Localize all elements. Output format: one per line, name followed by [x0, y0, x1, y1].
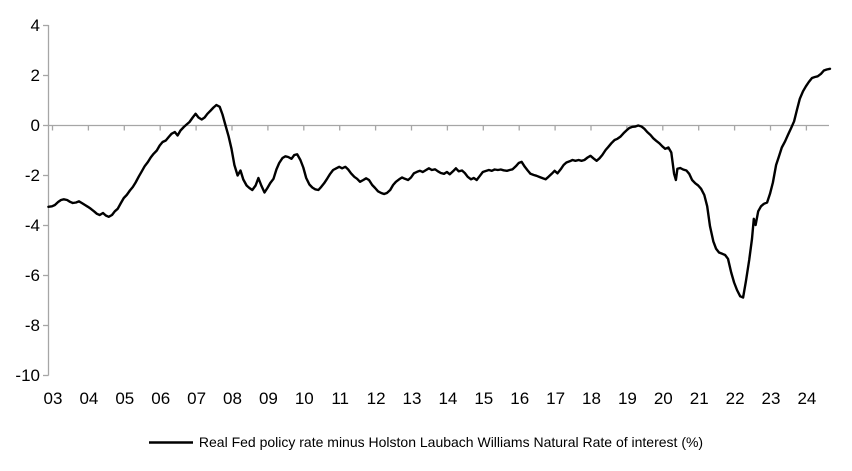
x-tick-label: 06 — [151, 389, 170, 408]
x-tick-label: 15 — [474, 389, 493, 408]
x-tick-label: 05 — [115, 389, 134, 408]
y-tick-label: -10 — [15, 366, 40, 385]
x-tick-label: 11 — [331, 389, 349, 408]
x-tick-label: 21 — [690, 389, 709, 408]
x-tick-label: 23 — [762, 389, 781, 408]
x-tick-label: 07 — [187, 389, 206, 408]
legend-label: Real Fed policy rate minus Holston Lauba… — [198, 434, 704, 450]
x-tick-label: 12 — [367, 389, 386, 408]
x-tick-label: 24 — [797, 389, 816, 408]
y-tick-label: -2 — [25, 166, 40, 185]
legend-line-swatch — [148, 440, 193, 444]
y-tick-label: 0 — [31, 116, 40, 135]
legend: Real Fed policy rate minus Holston Lauba… — [0, 431, 852, 453]
series-line — [47, 67, 832, 299]
x-tick-label: 18 — [582, 389, 601, 408]
x-tick-label: 13 — [403, 389, 422, 408]
y-tick-label: -4 — [25, 216, 40, 235]
x-tick-label: 16 — [510, 389, 529, 408]
x-tick-label: 04 — [79, 389, 98, 408]
x-tick-label: 08 — [223, 389, 242, 408]
x-tick-label: 22 — [726, 389, 745, 408]
y-tick-label: -6 — [25, 266, 40, 285]
x-tick-label: 20 — [654, 389, 673, 408]
x-tick-label: 14 — [438, 389, 457, 408]
x-tick-label: 10 — [295, 389, 314, 408]
x-tick-label: 09 — [259, 389, 278, 408]
x-tick-label: 03 — [44, 389, 63, 408]
x-tick-label: 19 — [618, 389, 637, 408]
y-tick-label: 2 — [31, 66, 40, 85]
y-tick-label: 4 — [31, 16, 40, 35]
y-tick-label: -8 — [25, 316, 40, 335]
x-tick-label: 17 — [546, 389, 565, 408]
